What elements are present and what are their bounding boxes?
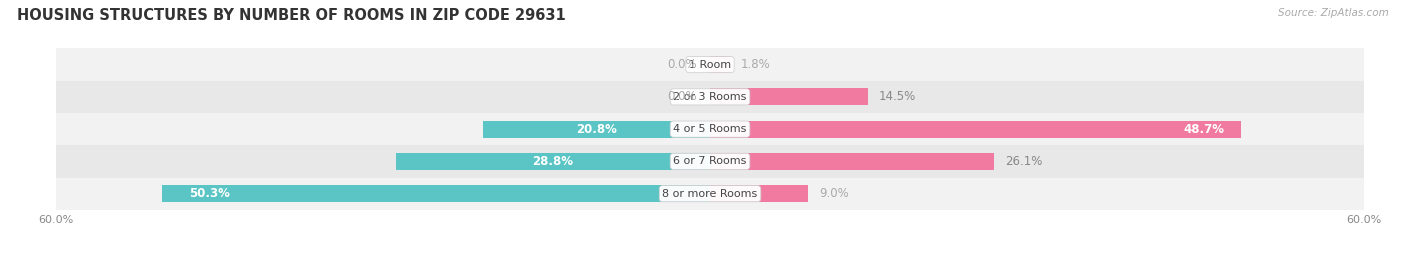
Text: 1 Room: 1 Room (689, 59, 731, 70)
Text: Source: ZipAtlas.com: Source: ZipAtlas.com (1278, 8, 1389, 18)
Text: 6 or 7 Rooms: 6 or 7 Rooms (673, 156, 747, 167)
Bar (56, 81, 1364, 113)
Bar (56, 178, 1364, 210)
Text: HOUSING STRUCTURES BY NUMBER OF ROOMS IN ZIP CODE 29631: HOUSING STRUCTURES BY NUMBER OF ROOMS IN… (17, 8, 565, 23)
Bar (56, 145, 1364, 178)
Text: 2 or 3 Rooms: 2 or 3 Rooms (673, 92, 747, 102)
Bar (710, 56, 730, 73)
Bar (710, 185, 808, 202)
Text: 20.8%: 20.8% (576, 123, 617, 136)
Text: 9.0%: 9.0% (818, 187, 849, 200)
Text: 26.1%: 26.1% (1005, 155, 1043, 168)
Text: 0.0%: 0.0% (668, 58, 697, 71)
Bar (396, 153, 710, 170)
Text: 0.0%: 0.0% (668, 90, 697, 103)
Text: 4 or 5 Rooms: 4 or 5 Rooms (673, 124, 747, 134)
Text: 50.3%: 50.3% (190, 187, 231, 200)
Text: 14.5%: 14.5% (879, 90, 917, 103)
Text: 48.7%: 48.7% (1184, 123, 1225, 136)
Bar (56, 113, 1364, 145)
Bar (710, 89, 868, 105)
Text: 8 or more Rooms: 8 or more Rooms (662, 189, 758, 199)
Bar (162, 185, 710, 202)
Bar (710, 121, 1240, 137)
Bar (56, 48, 1364, 81)
Bar (710, 153, 994, 170)
Bar (484, 121, 710, 137)
Text: 28.8%: 28.8% (533, 155, 574, 168)
Text: 1.8%: 1.8% (741, 58, 770, 71)
